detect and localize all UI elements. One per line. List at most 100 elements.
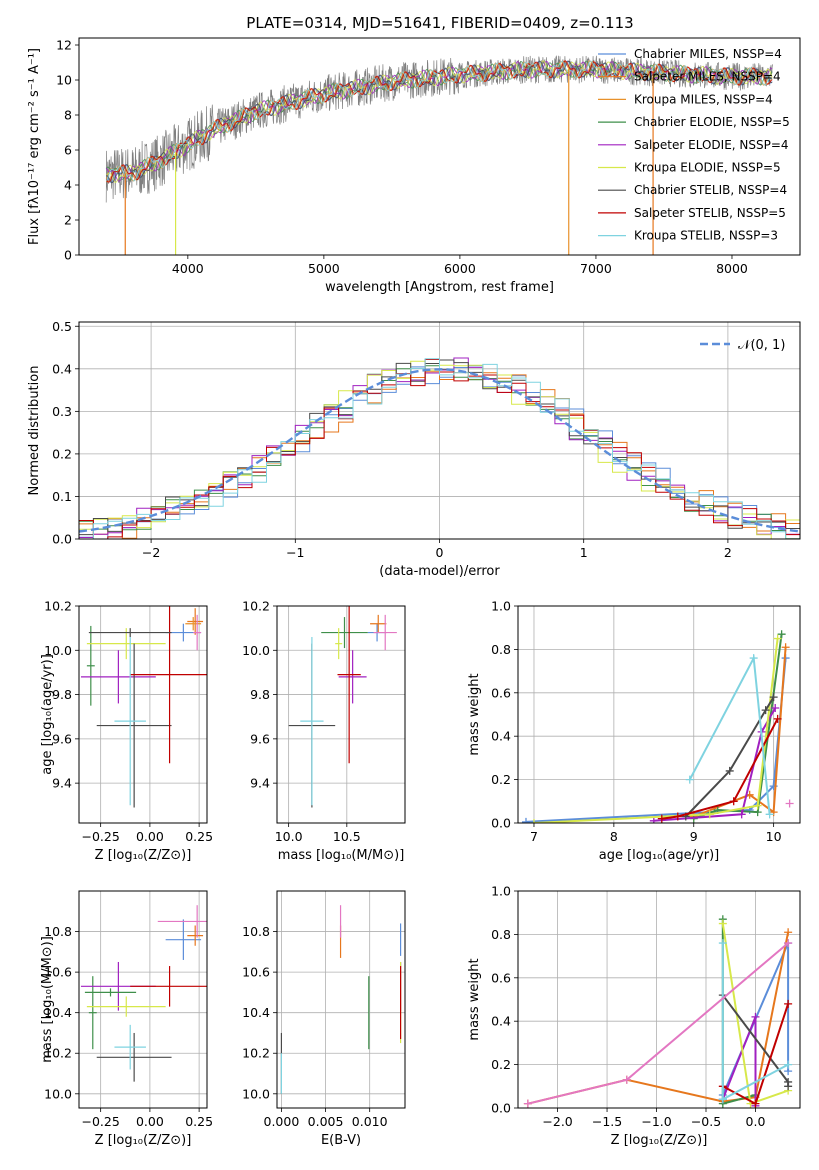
- y-tick-label: 10.2: [44, 1046, 72, 1061]
- spectrum-model-line: [105, 61, 773, 182]
- panel-residuals: −2 −1 0 1 2 0.0 0.1 0.2 0.3 0.4 0.5 (data-model)/er…: [27, 319, 801, 579]
- y-tick-label: 10.4: [44, 1005, 72, 1020]
- y-tick-label: 10.8: [44, 924, 72, 939]
- x-tick-label: 0.25: [185, 829, 213, 844]
- y-tick-label: 10.0: [44, 1086, 72, 1101]
- figure-title: PLATE=0314, MJD=51641, FIBERID=0409, z=0…: [246, 14, 633, 32]
- axes-frame: [78, 890, 208, 1109]
- y-tick-label: 0.8: [491, 642, 511, 657]
- weight-marker: [784, 999, 793, 1008]
- weight-marker: [773, 714, 782, 723]
- x-tick-label: 0.010: [352, 1114, 388, 1129]
- weight-marker: [753, 801, 762, 810]
- y-tick-label: 0.2: [491, 1057, 511, 1072]
- weight-marker: [751, 1012, 760, 1021]
- plot-area: [79, 357, 800, 539]
- y-tick-label: 10.6: [44, 965, 72, 980]
- x-tick-label: 0.00: [136, 829, 164, 844]
- y-axis-label: Normed distribution: [27, 366, 42, 496]
- weight-marker: [784, 928, 793, 937]
- x-tick-label: 10: [766, 829, 782, 844]
- y-tick-label: 9.6: [52, 731, 72, 746]
- y-tick-label: 9.4: [250, 776, 270, 791]
- x-tick-label: 7: [530, 829, 538, 844]
- x-tick-label: −0.25: [82, 829, 120, 844]
- spectrum-model-line: [105, 60, 773, 183]
- x-axis-label: Z [log₁₀(Z/Z⊙)]: [95, 1133, 192, 1148]
- axes-frame: [517, 605, 801, 824]
- x-tick-label: −0.5: [691, 1114, 721, 1129]
- y-axis-label: age [log₁₀(age/yr)]: [40, 654, 55, 775]
- y-tick-label: 10.0: [242, 643, 270, 658]
- weight-marker: [718, 919, 727, 928]
- plot-area: [80, 905, 207, 1082]
- weight-marker: [765, 810, 774, 819]
- panel-mass-EBV: 0.000 0.005 0.010 10.0 10.2 10.4 10.6 10.8 E(B-V…: [242, 890, 406, 1148]
- x-tick-label: 10.0: [275, 829, 303, 844]
- y-tick-label: 2: [64, 213, 72, 228]
- weight-marker: [649, 816, 658, 823]
- weight-marker: [751, 1099, 760, 1108]
- x-tick-label: 9: [690, 829, 698, 844]
- panel-weight-Z: −2.0 −1.5 −1.0 −0.5 0.0 0.0 0.2 0.4 0.6 0.8 1.0 Z […: [467, 884, 801, 1148]
- x-tick-label: 10.5: [333, 829, 361, 844]
- y-tick-label: 9.6: [250, 731, 270, 746]
- y-axis-label: mass weight: [467, 958, 482, 1040]
- panel-mass-Z: −0.25 0.00 0.25 10.0 10.2 10.4 10.6 10.8 Z [log₁…: [40, 890, 213, 1148]
- axes-frame: [276, 890, 406, 1109]
- axes-frame: [78, 37, 801, 256]
- y-tick-label: 9.8: [52, 687, 72, 702]
- spectrum-model-line: [106, 60, 773, 183]
- x-tick-label: −2: [142, 545, 160, 560]
- y-tick-label: 6: [64, 143, 72, 158]
- gaussian-curve: [79, 368, 800, 533]
- weight-marker: [521, 817, 530, 823]
- y-tick-label: 0.8: [491, 927, 511, 942]
- x-tick-label: −2.0: [542, 1114, 572, 1129]
- plot-area: [280, 905, 402, 1094]
- axes-frame: [78, 321, 801, 540]
- weight-line: [533, 638, 779, 823]
- x-tick-label: −1: [286, 545, 304, 560]
- x-tick-label: 0.25: [185, 1114, 213, 1129]
- weight-marker: [705, 810, 714, 819]
- panel-weight-age: 7 8 9 10 0.0 0.2 0.4 0.6 0.8 1.0 age [log₁₀(age/yr…: [467, 599, 801, 863]
- x-tick-label: −1.0: [641, 1114, 671, 1129]
- weight-marker: [777, 630, 786, 639]
- y-tick-label: 0.2: [52, 446, 72, 461]
- x-tick-label: −0.25: [82, 1114, 120, 1129]
- weight-marker: [673, 812, 682, 821]
- plot-layer: 4000 5000 6000 7000 8000024681012wavelength …: [27, 37, 801, 1148]
- y-tick-label: 10.4: [242, 1005, 270, 1020]
- legend-entry: Kroupa MILES, NSSP=4: [634, 92, 773, 106]
- x-tick-label: −1.5: [592, 1114, 622, 1129]
- y-tick-label: 0.1: [52, 489, 72, 504]
- x-tick-label: 0.005: [308, 1114, 344, 1129]
- axes-frame: [276, 605, 406, 824]
- weight-marker: [761, 706, 770, 715]
- x-axis-label: (data-model)/error: [379, 564, 500, 579]
- y-tick-label: 8: [64, 108, 72, 123]
- x-axis-label: age [log₁₀(age/yr)]: [599, 848, 720, 863]
- spectrum-model-line: [105, 60, 773, 182]
- legend-entry: 𝒩(0, 1): [738, 338, 785, 353]
- weight-marker: [785, 799, 794, 808]
- plot-area: [288, 606, 397, 808]
- x-tick-label: 7000: [580, 261, 612, 276]
- y-tick-label: 1.0: [491, 884, 511, 899]
- x-axis-label: E(B-V): [321, 1133, 361, 1148]
- y-tick-label: 10.2: [44, 599, 72, 614]
- y-tick-label: 9.8: [250, 687, 270, 702]
- legend-entry: Chabrier MILES, NSSP=4: [634, 47, 782, 61]
- weight-marker: [771, 703, 780, 712]
- weight-line: [693, 647, 787, 818]
- weight-marker: [729, 797, 738, 806]
- weight-marker: [685, 775, 694, 784]
- y-tick-label: 0.0: [491, 816, 511, 831]
- x-tick-label: 5000: [308, 261, 340, 276]
- weight-line: [661, 718, 779, 820]
- y-tick-label: 0: [64, 248, 72, 263]
- y-tick-label: 10.0: [44, 643, 72, 658]
